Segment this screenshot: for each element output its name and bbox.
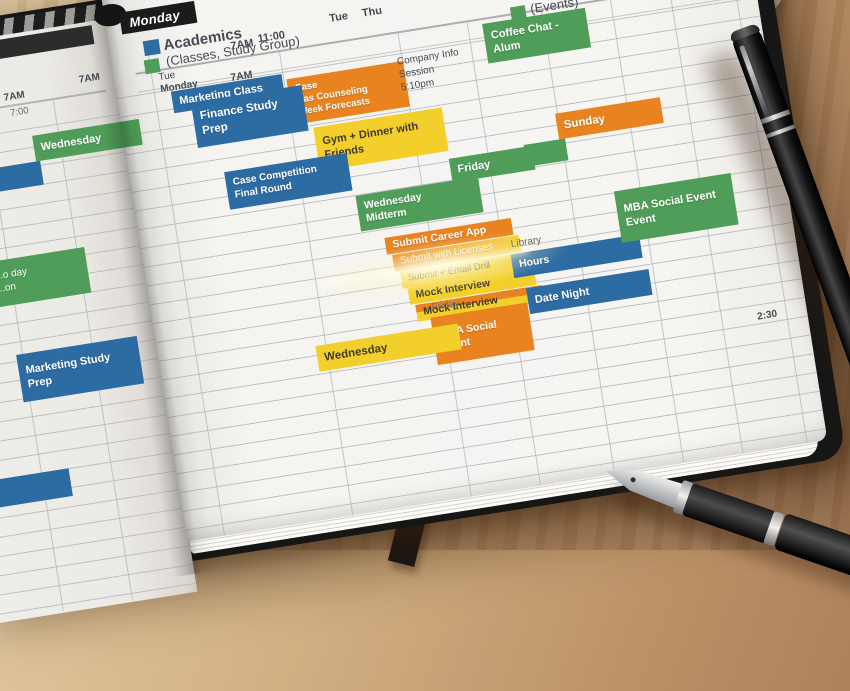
desk-scene: { "book": { "colors": { "blue": "#2d6ba3… [0, 0, 850, 628]
legend-academics-swatch [142, 38, 161, 57]
pen-ring [765, 124, 796, 139]
header-day: Tue [328, 10, 349, 25]
